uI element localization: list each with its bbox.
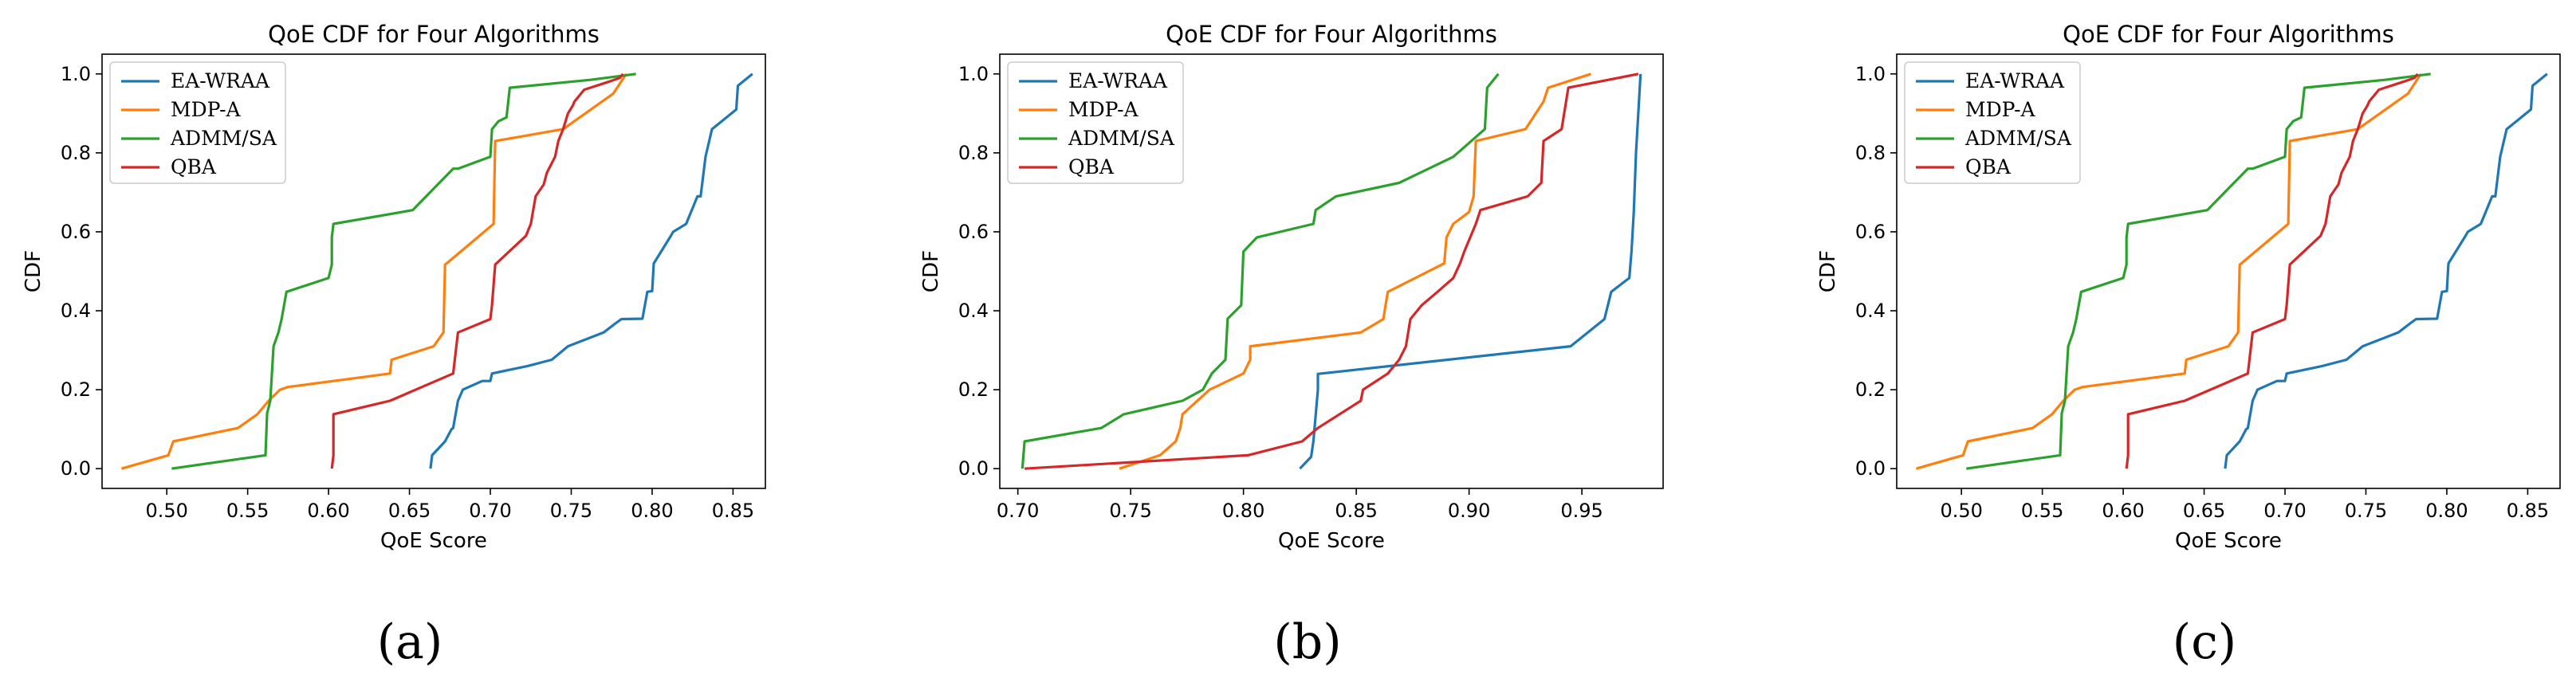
y-tick-label: 0.8 bbox=[61, 142, 91, 164]
chart-title: QoE CDF for Four Algorithms bbox=[268, 21, 600, 48]
panel-caption: (b) bbox=[1273, 614, 1341, 670]
x-tick-label: 0.50 bbox=[1940, 500, 1982, 522]
y-tick-label: 0.4 bbox=[1855, 300, 1886, 322]
chart-panel-2: 0.70 0.75 0.80 0.85 0.90 0.95 0.0 0.2 0.4 0.6 0.8 1… bbox=[919, 21, 1664, 670]
y-tick-label: 0.2 bbox=[1855, 378, 1886, 401]
x-tick-label: 0.85 bbox=[2507, 500, 2549, 522]
series-line-mdp-a bbox=[1119, 73, 1591, 470]
legend-label: ADMM/SA bbox=[1068, 127, 1175, 150]
legend-label: MDP-A bbox=[1965, 98, 2036, 121]
series-line-mdp-a bbox=[120, 73, 627, 470]
x-tick-label: 0.60 bbox=[2102, 500, 2144, 522]
legend-box bbox=[1904, 61, 2081, 184]
x-axis-label: QoE Score bbox=[380, 529, 487, 553]
y-axis-label: CDF bbox=[919, 250, 943, 292]
x-axis-label: QoE Score bbox=[1278, 529, 1385, 553]
series-line-qba bbox=[2125, 73, 2419, 469]
axes-frame bbox=[1896, 53, 2561, 489]
y-tick-label: 0.2 bbox=[61, 378, 91, 401]
legend-label: EA-WRAA bbox=[1068, 69, 1168, 92]
y-tick-label: 0.8 bbox=[1855, 142, 1886, 164]
x-tick-label: 0.80 bbox=[1222, 500, 1264, 522]
chart-panel-3: 0.50 0.55 0.60 0.65 0.70 0.75 0.80 0.85 0.0 0.2 0.… bbox=[1816, 21, 2561, 670]
series-line-admm-sa bbox=[1966, 73, 2431, 470]
y-axis-label: CDF bbox=[1816, 250, 1840, 292]
y-tick-label: 1.0 bbox=[61, 63, 91, 85]
x-tick-label: 0.95 bbox=[1560, 500, 1603, 522]
legend-label: ADMM/SA bbox=[170, 127, 277, 150]
x-tick-label: 0.70 bbox=[469, 500, 511, 522]
x-tick-label: 0.60 bbox=[307, 500, 349, 522]
x-tick-label: 0.50 bbox=[145, 500, 187, 522]
y-tick-label: 0.0 bbox=[61, 457, 91, 480]
legend: EA-WRAA MDP-A ADMM/SA QBA bbox=[1007, 61, 1184, 184]
x-tick-label: 0.85 bbox=[712, 500, 754, 522]
panel-caption: (a) bbox=[377, 614, 443, 670]
series-line-ea-wraa bbox=[1299, 73, 1642, 470]
y-tick-label: 0.0 bbox=[1855, 457, 1886, 480]
series-line-mdp-a bbox=[1915, 73, 2422, 470]
y-tick-label: 0.4 bbox=[61, 300, 91, 322]
series-line-admm-sa bbox=[171, 73, 636, 470]
series-line-qba bbox=[330, 73, 624, 469]
legend-box bbox=[109, 61, 286, 184]
x-tick-label: 0.70 bbox=[2263, 500, 2306, 522]
chart-title: QoE CDF for Four Algorithms bbox=[1166, 21, 1497, 48]
legend-label: MDP-A bbox=[171, 98, 242, 121]
legend-label: ADMM/SA bbox=[1964, 127, 2072, 150]
axes-frame bbox=[999, 53, 1664, 489]
legend-label: QBA bbox=[1965, 155, 2012, 178]
axes-frame bbox=[101, 53, 766, 489]
x-axis-label: QoE Score bbox=[2175, 529, 2282, 553]
legend-label: EA-WRAA bbox=[1965, 69, 2065, 92]
x-tick-label: 0.80 bbox=[2425, 500, 2468, 522]
y-tick-label: 1.0 bbox=[958, 63, 989, 85]
x-tick-label: 0.85 bbox=[1335, 500, 1377, 522]
x-tick-label: 0.55 bbox=[2021, 500, 2063, 522]
series-line-ea-wraa bbox=[429, 73, 753, 469]
legend-label: QBA bbox=[1068, 155, 1115, 178]
y-tick-label: 0.6 bbox=[1855, 221, 1886, 243]
y-tick-label: 0.4 bbox=[958, 300, 989, 322]
series-line-qba bbox=[1025, 73, 1639, 470]
x-tick-label: 0.75 bbox=[2345, 500, 2387, 522]
legend: EA-WRAA MDP-A ADMM/SA QBA bbox=[109, 61, 286, 184]
x-tick-label: 0.80 bbox=[631, 500, 673, 522]
y-tick-label: 1.0 bbox=[1855, 63, 1886, 85]
series-line-ea-wraa bbox=[2224, 73, 2548, 469]
series-line-admm-sa bbox=[1021, 73, 1500, 469]
x-tick-label: 0.65 bbox=[2183, 500, 2225, 522]
chart-panel-1: 0.50 0.55 0.60 0.65 0.70 0.75 0.80 0.85 0.0 0.2 0.… bbox=[22, 21, 766, 670]
y-tick-label: 0.0 bbox=[958, 457, 989, 480]
x-tick-label: 0.55 bbox=[226, 500, 269, 522]
y-tick-label: 0.8 bbox=[958, 142, 989, 164]
legend-label: MDP-A bbox=[1068, 98, 1139, 121]
x-tick-label: 0.75 bbox=[1109, 500, 1151, 522]
x-tick-label: 0.70 bbox=[997, 500, 1039, 522]
legend-box bbox=[1007, 61, 1184, 184]
chart-title: QoE CDF for Four Algorithms bbox=[2063, 21, 2394, 48]
y-tick-label: 0.6 bbox=[958, 221, 989, 243]
x-tick-label: 0.75 bbox=[550, 500, 592, 522]
legend: EA-WRAA MDP-A ADMM/SA QBA bbox=[1904, 61, 2081, 184]
y-tick-label: 0.6 bbox=[61, 221, 91, 243]
legend-label: EA-WRAA bbox=[171, 69, 270, 92]
x-tick-label: 0.65 bbox=[388, 500, 431, 522]
panel-caption: (c) bbox=[2173, 614, 2236, 670]
x-tick-label: 0.90 bbox=[1448, 500, 1490, 522]
legend-label: QBA bbox=[171, 155, 217, 178]
y-axis-label: CDF bbox=[22, 250, 45, 292]
y-tick-label: 0.2 bbox=[958, 378, 989, 401]
